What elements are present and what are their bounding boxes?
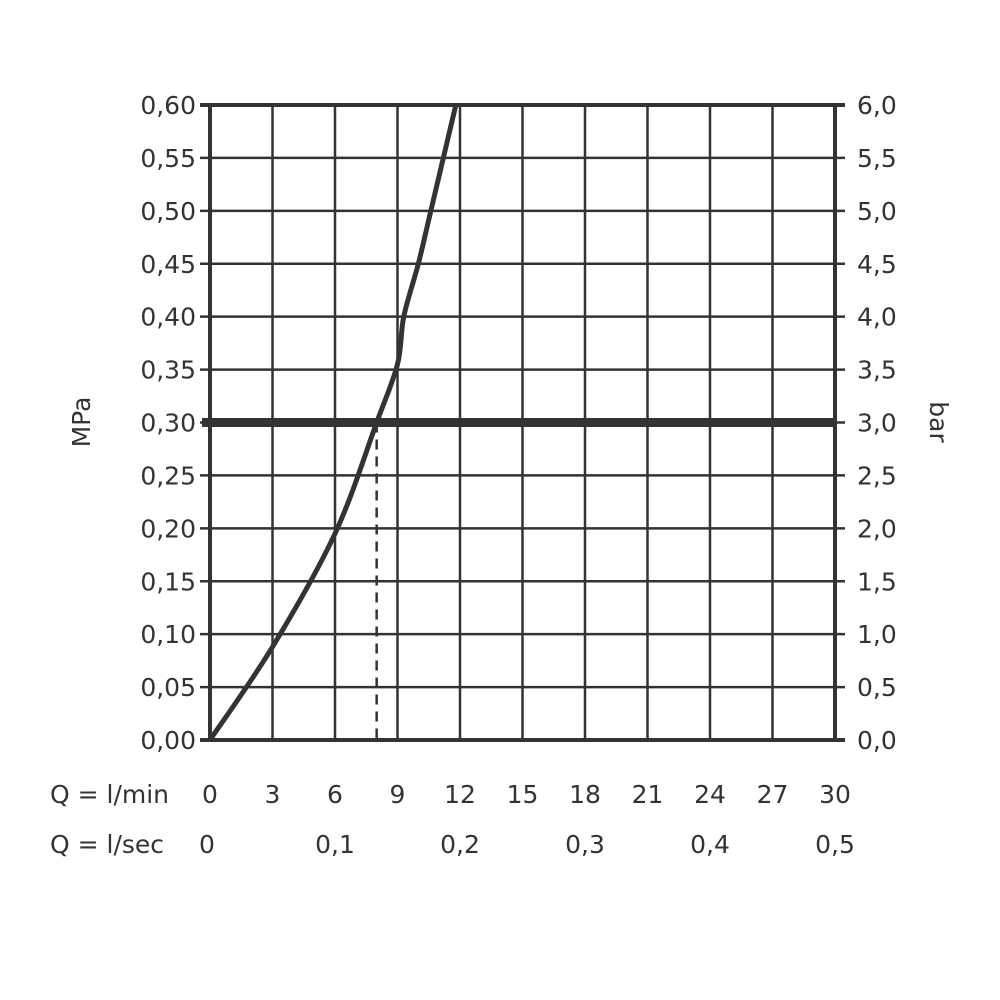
y-tick-label-right: 2,0 xyxy=(857,514,897,543)
y-tick-label-right: 3,5 xyxy=(857,356,897,385)
y-tick-label-right: 2,5 xyxy=(857,461,897,490)
y-tick-label-left: 0,00 xyxy=(140,726,196,755)
x-tick-label: 12 xyxy=(444,780,476,809)
y-tick-label-left: 0,60 xyxy=(140,91,196,120)
y-tick-label-left: 0,55 xyxy=(140,144,196,173)
x-tick-label: 0 xyxy=(202,780,218,809)
y-tick-label-right: 4,5 xyxy=(857,250,897,279)
x-tick-label: 15 xyxy=(507,780,539,809)
y-tick-label-left: 0,10 xyxy=(140,620,196,649)
x-tick-label: 27 xyxy=(757,780,789,809)
x-tick-label: 6 xyxy=(327,780,343,809)
y-tick-label-right: 6,0 xyxy=(857,91,897,120)
y-tick-label-right: 4,0 xyxy=(857,303,897,332)
y-tick-label-left: 0,40 xyxy=(140,303,196,332)
x2-tick-label: 0,1 xyxy=(315,830,355,859)
y-tick-label-right: 5,0 xyxy=(857,197,897,226)
y-axis-label-right: bar xyxy=(924,401,953,443)
y-tick-label-right: 0,0 xyxy=(857,726,897,755)
x-tick-label: 9 xyxy=(390,780,406,809)
series-line xyxy=(207,104,459,742)
x2-tick-label: 0,2 xyxy=(440,830,480,859)
y-tick-label-right: 1,0 xyxy=(857,620,897,649)
x-tick-label: 21 xyxy=(632,780,664,809)
y-tick-label-left: 0,20 xyxy=(140,514,196,543)
y-tick-label-left: 0,30 xyxy=(140,409,196,438)
y-tick-label-left: 0,15 xyxy=(140,567,196,596)
x-axis-label-lsec: Q = l/sec xyxy=(50,830,164,859)
x2-tick-label: 0,3 xyxy=(565,830,605,859)
y-axis-label-left: MPa xyxy=(67,397,96,448)
x-tick-label: 24 xyxy=(694,780,726,809)
y-tick-label-left: 0,50 xyxy=(140,197,196,226)
y-tick-label-right: 3,0 xyxy=(857,409,897,438)
x-tick-label: 30 xyxy=(819,780,851,809)
x-tick-label: 18 xyxy=(569,780,601,809)
y-tick-label-right: 5,5 xyxy=(857,144,897,173)
y-tick-label-left: 0,45 xyxy=(140,250,196,279)
x-tick-label: 3 xyxy=(265,780,281,809)
x2-tick-label: 0,4 xyxy=(690,830,730,859)
y-tick-label-left: 0,35 xyxy=(140,356,196,385)
x-axis-label-lmin: Q = l/min xyxy=(50,780,169,809)
x2-tick-label: 0,5 xyxy=(815,830,855,859)
y-tick-label-right: 0,5 xyxy=(857,673,897,702)
x2-tick-label: 0 xyxy=(199,830,215,859)
y-tick-label-left: 0,05 xyxy=(140,673,196,702)
y-tick-label-right: 1,5 xyxy=(857,567,897,596)
y-tick-label-left: 0,25 xyxy=(140,461,196,490)
tick-labels: 0 3 6 9 12 15 18 21 24 27 30 0 0,1 0,2 0,3 0,4 0,5 0,00 0,… xyxy=(140,91,896,859)
